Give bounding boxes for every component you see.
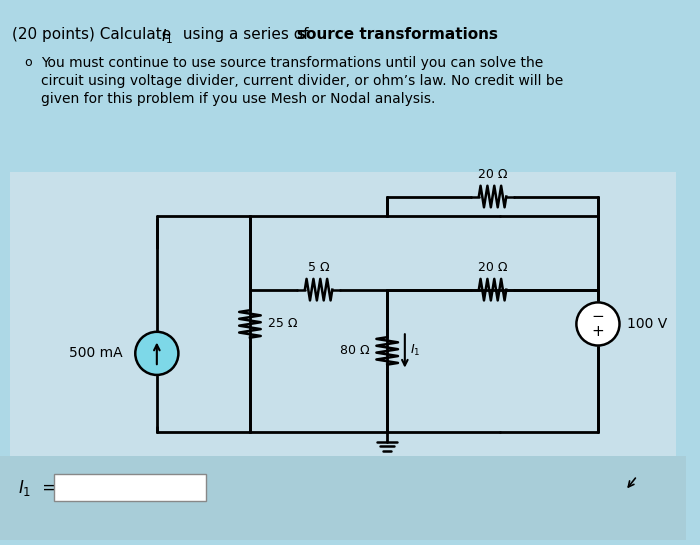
- Circle shape: [576, 302, 620, 346]
- Text: source transformations: source transformations: [297, 27, 498, 42]
- Text: $I_1$: $I_1$: [410, 343, 420, 359]
- Text: =: =: [37, 479, 57, 496]
- FancyBboxPatch shape: [0, 456, 686, 540]
- Text: −: −: [592, 308, 604, 324]
- Text: 5 Ω: 5 Ω: [308, 261, 330, 274]
- Text: .: .: [487, 27, 492, 42]
- Text: circuit using voltage divider, current divider, or ohm’s law. No credit will be: circuit using voltage divider, current d…: [41, 74, 564, 88]
- Text: 80 Ω: 80 Ω: [340, 344, 370, 358]
- Text: 100 V: 100 V: [627, 317, 668, 331]
- FancyBboxPatch shape: [54, 474, 206, 501]
- Text: o: o: [25, 56, 32, 69]
- Text: $I_1$: $I_1$: [18, 477, 31, 498]
- Text: +: +: [592, 324, 604, 340]
- Circle shape: [135, 332, 178, 375]
- Text: You must continue to use source transformations until you can solve the: You must continue to use source transfor…: [41, 56, 543, 70]
- Text: given for this problem if you use Mesh or Nodal analysis.: given for this problem if you use Mesh o…: [41, 92, 435, 106]
- FancyBboxPatch shape: [10, 172, 676, 486]
- Text: 500 mA: 500 mA: [69, 347, 122, 360]
- Text: using a series of: using a series of: [178, 27, 314, 42]
- Text: (20 points) Calculate: (20 points) Calculate: [12, 27, 176, 42]
- Text: 25 Ω: 25 Ω: [267, 317, 297, 330]
- Text: $I_1$: $I_1$: [161, 27, 173, 46]
- Text: 20 Ω: 20 Ω: [478, 168, 508, 181]
- Text: 20 Ω: 20 Ω: [478, 261, 508, 274]
